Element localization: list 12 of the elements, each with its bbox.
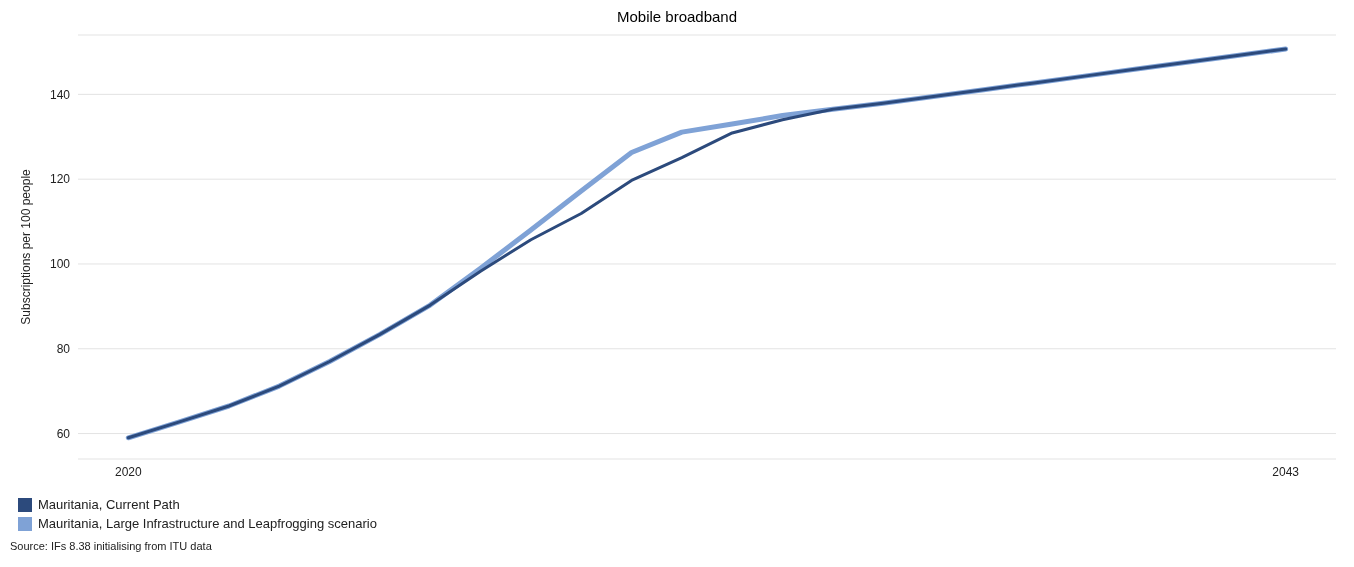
- chart-title: Mobile broadband: [615, 8, 739, 25]
- x-tick-label: 2020: [114, 464, 142, 479]
- legend-label: Mauritania, Current Path: [38, 497, 180, 512]
- x-tick-label: 2043: [1272, 464, 1300, 479]
- y-tick-label: 140: [49, 87, 71, 102]
- y-tick-label: 100: [49, 257, 71, 272]
- y-tick-label: 60: [56, 426, 71, 441]
- source-note: Source: IFs 8.38 initialising from ITU data: [10, 540, 213, 552]
- y-axis-title: Subscriptions per 100 people: [19, 168, 34, 325]
- legend-label: Mauritania, Large Infrastructure and Leapfrogging scenario: [38, 516, 377, 531]
- y-tick-label: 80: [56, 342, 71, 357]
- y-tick-label: 120: [49, 172, 71, 187]
